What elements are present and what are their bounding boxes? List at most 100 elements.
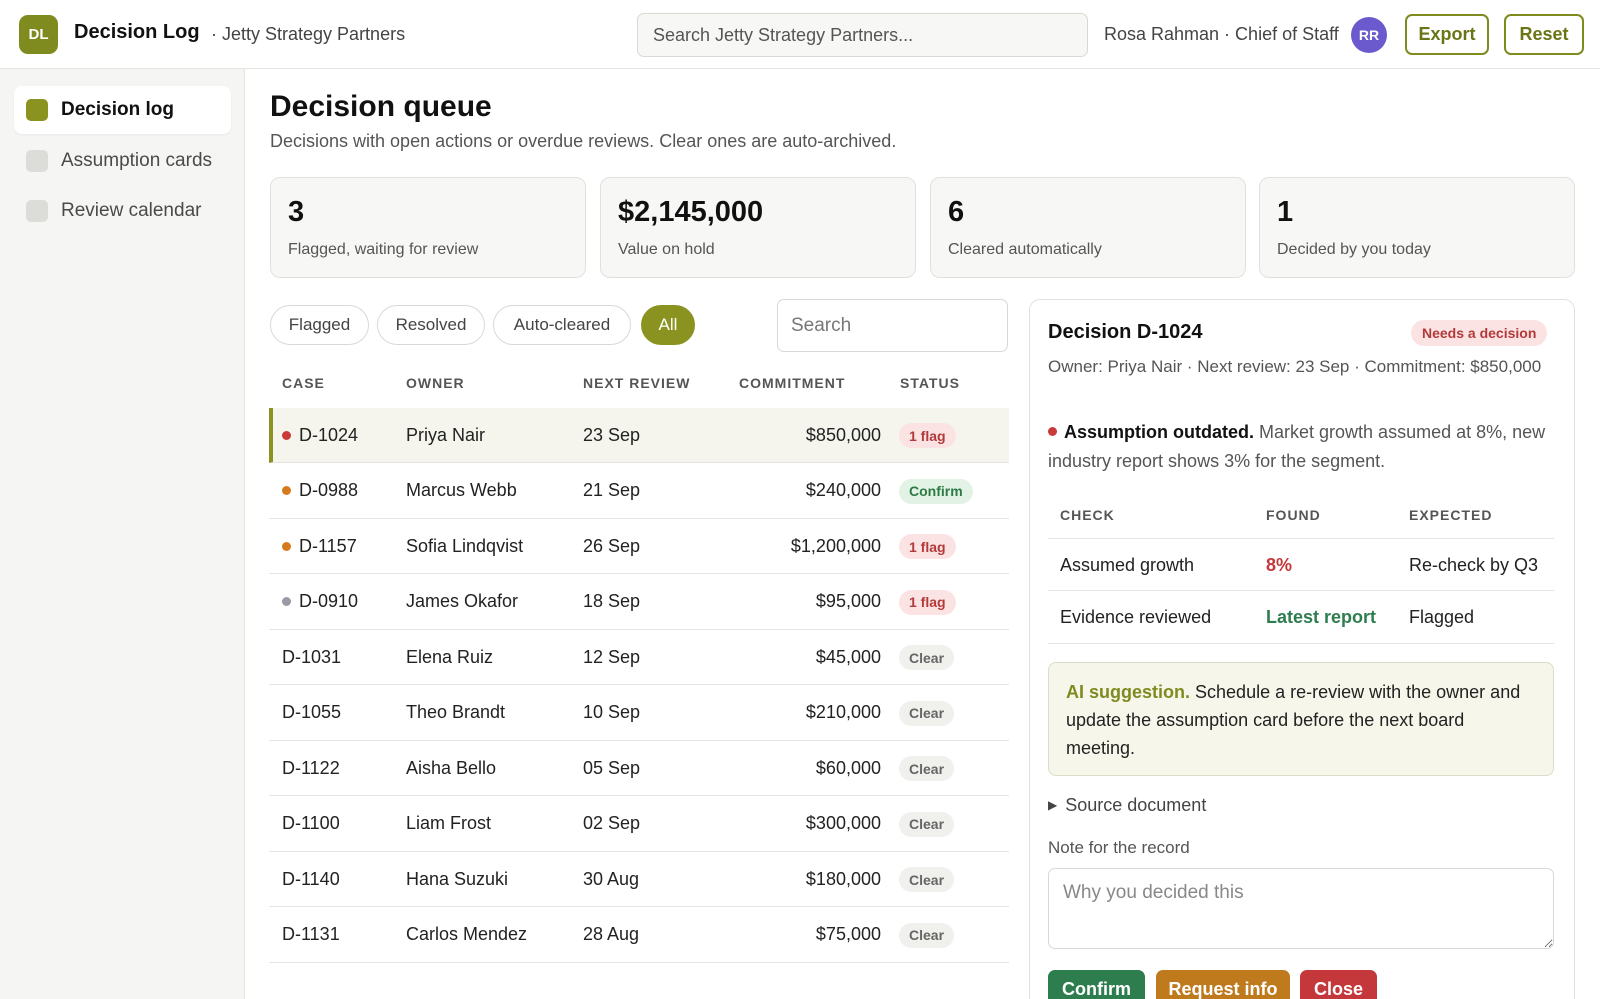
column-header-case[interactable]: CASE (282, 375, 325, 391)
cell-owner: Carlos Mendez (406, 924, 528, 944)
cell-owner: Elena Ruiz (406, 646, 494, 667)
filter-chip-flagged[interactable]: Flagged (270, 305, 369, 345)
cell-case: D-0910 (282, 575, 358, 629)
cell-owner: Hana Suzuki (406, 868, 509, 889)
org-name: Jetty Strategy Partners (211, 24, 405, 45)
stat-value: 3 (288, 196, 305, 228)
top-bar: DL Decision Log Jetty Strategy Partners … (0, 0, 1600, 69)
column-header-commitment[interactable]: COMMITMENT (739, 375, 846, 391)
cell-owner: Theo Brandt (406, 702, 506, 722)
filter-chip-resolved[interactable]: Resolved (377, 305, 485, 345)
sidebar-item-assumption-cards[interactable]: Assumption cards (14, 137, 231, 185)
check-name: Evidence reviewed (1060, 607, 1212, 627)
stat-card-decided-today: 1 Decided by you today (1259, 177, 1575, 278)
page-subtitle: Decisions with open actions or overdue r… (270, 131, 897, 151)
status-badge: Clear (899, 700, 955, 726)
app-title: Decision Log (74, 21, 200, 43)
cell-case: D-1140 (282, 852, 340, 906)
note-label: Note for the record (1048, 838, 1190, 857)
sidebar-item-label: Review calendar (61, 200, 202, 221)
note-field[interactable] (1048, 868, 1554, 949)
column-header-next-review[interactable]: NEXT REVIEW (583, 375, 691, 391)
column-header-status[interactable]: STATUS (900, 375, 960, 391)
status-badge: Clear (899, 756, 955, 781)
table-row[interactable]: D-0988 Marcus Webb 21 Sep $240,000 Confirm (269, 464, 1009, 519)
global-search-input[interactable] (637, 13, 1088, 57)
table-row[interactable]: D-1024 Priya Nair 23 Sep $850,000 1 flag (269, 408, 1009, 463)
stat-value: 6 (948, 196, 965, 228)
status-badge: Clear (899, 867, 955, 892)
status-dot-icon (282, 486, 291, 495)
ai-suggestion-text: Schedule a re-review with the owner and … (1066, 682, 1521, 758)
stat-label: Flagged, waiting for review (288, 241, 479, 258)
check-column-header: CHECK (1060, 507, 1115, 523)
review-calendar-icon (26, 200, 48, 222)
table-row[interactable]: D-1055 Theo Brandt 10 Sep $210,000 Clear (269, 686, 1009, 741)
cell-case: D-1122 (282, 741, 340, 795)
table-row[interactable]: D-1122 Aisha Bello 05 Sep $60,000 Clear (269, 741, 1009, 796)
case-id: D-0910 (299, 591, 359, 611)
request-info-button[interactable]: Request info (1156, 970, 1290, 999)
table-row[interactable]: D-1131 Carlos Mendez 28 Aug $75,000 Clear (269, 908, 1009, 963)
detail-meta: Owner: Priya Nair · Next review: 23 Sep … (1048, 357, 1542, 376)
case-id: D-1131 (282, 924, 340, 944)
cell-next-review: 21 Sep (583, 480, 641, 500)
export-button[interactable]: Export (1405, 14, 1489, 55)
close-button[interactable]: Close (1300, 970, 1377, 999)
cell-case: D-1031 (282, 630, 341, 684)
sidebar-item-review-calendar[interactable]: Review calendar (14, 187, 231, 235)
stat-label: Cleared automatically (948, 241, 1102, 258)
expected-column-header: EXPECTED (1409, 507, 1493, 523)
cell-commitment: $60,000 (815, 757, 881, 778)
status-badge: 1 flag (899, 589, 956, 615)
table-row[interactable]: D-0910 James Okafor 18 Sep $95,000 1 flag (269, 575, 1009, 630)
status-dot-icon (282, 541, 291, 551)
source-document-toggle[interactable]: Source document (1048, 795, 1206, 816)
case-id: D-1140 (282, 868, 340, 889)
filter-chip-all[interactable]: All (641, 305, 695, 345)
stat-card-flagged: 3 Flagged, waiting for review (270, 177, 586, 278)
ai-suggestion-box: AI suggestion. Schedule a re-review with… (1048, 662, 1554, 776)
status-badge: Clear (899, 645, 955, 670)
cell-owner: James Okafor (406, 591, 519, 611)
check-expected-value: Re-check by Q3 (1409, 555, 1539, 575)
cell-next-review: 02 Sep (583, 813, 641, 833)
stat-value: $2,145,000 (618, 196, 764, 228)
status-badge: Clear (899, 922, 955, 948)
assumption-alert: Assumption outdated. Market growth assum… (1048, 418, 1553, 476)
cell-next-review: 10 Sep (583, 702, 641, 722)
decision-detail-panel: Decision D-1024 Needs a decision Owner: … (1029, 299, 1575, 999)
table-row[interactable]: D-1140 Hana Suzuki 30 Aug $180,000 Clear (269, 852, 1009, 907)
column-header-owner[interactable]: OWNER (406, 375, 465, 391)
stat-label: Value on hold (618, 241, 715, 258)
table-row[interactable]: D-1100 Liam Frost 02 Sep $300,000 Clear (269, 797, 1009, 852)
confirm-button[interactable]: Confirm (1048, 970, 1145, 999)
cell-commitment: $240,000 (805, 480, 881, 500)
status-badge: 1 flag (899, 534, 956, 559)
table-row[interactable]: D-1031 Elena Ruiz 12 Sep $45,000 Clear (269, 630, 1009, 685)
found-column-header: FOUND (1266, 507, 1321, 523)
case-id: D-1031 (282, 646, 342, 667)
assumption-cards-icon (26, 150, 48, 172)
divider (1048, 643, 1554, 644)
table-search-input[interactable] (777, 299, 1008, 352)
decision-log-icon (26, 99, 48, 121)
sidebar: Decision log Assumption cards Review cal… (0, 69, 245, 999)
app-logo: DL (19, 15, 58, 54)
cell-owner: Sofia Lindqvist (406, 535, 524, 556)
table-row[interactable]: D-1157 Sofia Lindqvist 26 Sep $1,200,000 1 f… (269, 519, 1009, 574)
alert-text: Market growth assumed at 8%, new industr… (1048, 422, 1546, 471)
cell-next-review: 05 Sep (583, 757, 641, 778)
case-id: D-1024 (299, 424, 359, 445)
avatar[interactable]: RR (1351, 17, 1387, 53)
sidebar-item-decision-log[interactable]: Decision log (14, 86, 231, 134)
cell-next-review: 12 Sep (583, 646, 641, 667)
sidebar-item-label: Decision log (61, 99, 174, 120)
case-id: D-1055 (282, 702, 342, 722)
cell-case: D-0988 (282, 464, 358, 518)
reset-button[interactable]: Reset (1504, 14, 1584, 55)
cell-case: D-1055 (282, 686, 341, 740)
filter-chip-auto-cleared[interactable]: Auto-cleared (493, 305, 631, 345)
user-name: Rosa Rahman · Chief of Staff (1104, 24, 1339, 44)
check-expected-value: Flagged (1409, 607, 1475, 627)
